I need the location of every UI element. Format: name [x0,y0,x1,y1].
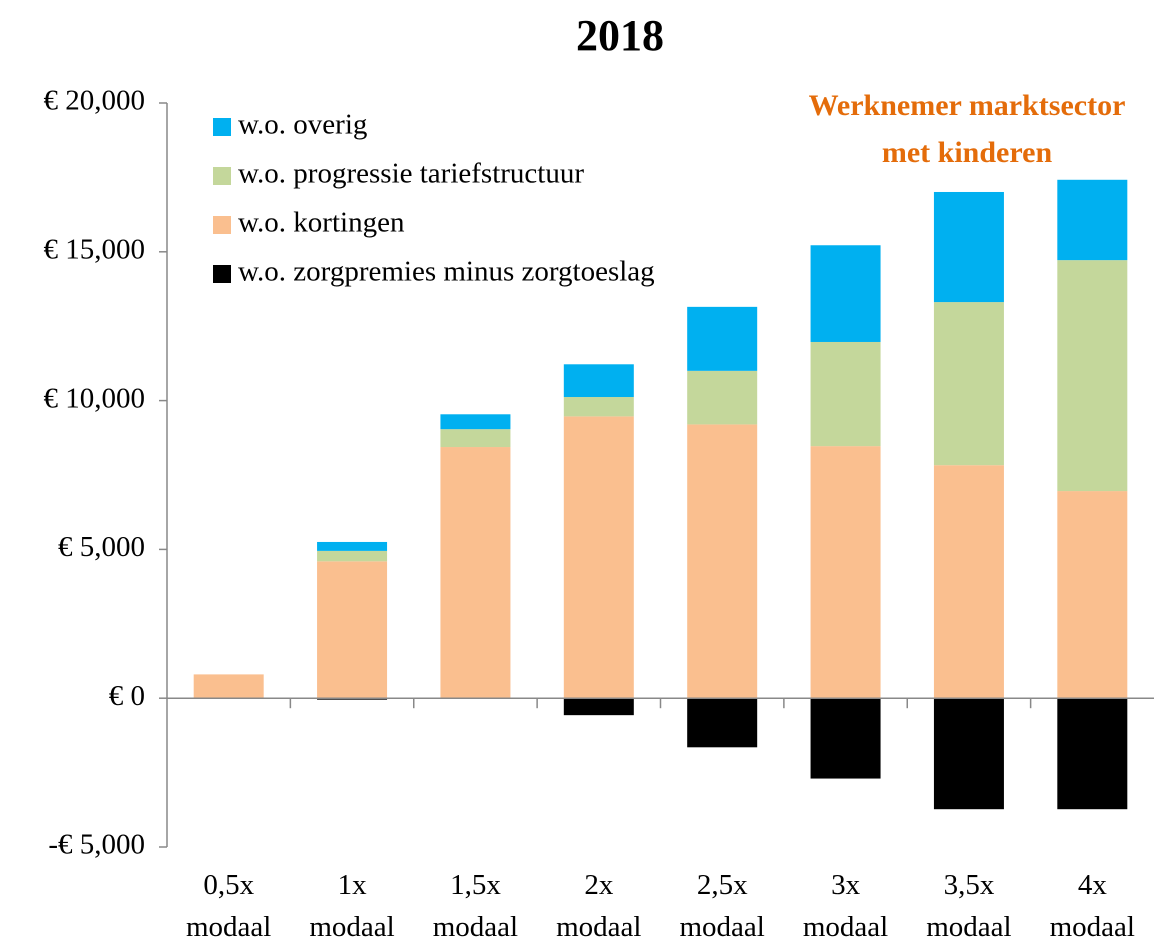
x-tick-label: 4x modaal [1050,869,1135,943]
x-tick-label-line: 3,5x [944,869,995,901]
chart-title: 2018 [576,11,664,60]
bar-segment [687,698,758,748]
bar-segment [317,561,388,699]
x-tick-label-line: modaal [803,911,888,943]
bar-segment [687,370,758,425]
bar-segment [1057,698,1128,810]
annotation: Werknemer marktsector [809,89,1126,122]
bar-segment [193,674,264,699]
legend-label: w.o. kortingen [238,207,405,239]
legend-label: w.o. zorgpremies minus zorgtoeslag [238,256,655,288]
bar-segment [317,541,388,551]
y-tick-label: -€ 5,000 [48,829,145,861]
x-tick-label-line: 0,5x [203,869,254,901]
bar-segment [933,302,1004,466]
x-tick-label-line: 1x [338,869,368,901]
legend-swatch [213,216,231,234]
bar-segment [810,446,881,699]
bar-segment [563,364,634,398]
legend-swatch [213,265,231,283]
bar-segment [810,341,881,447]
x-tick-label: 3x modaal [803,869,888,943]
bar-segment [563,698,634,716]
bar-segment [810,245,881,342]
x-tick-label-line: 3x [831,869,861,901]
bar-segment [687,306,758,371]
legend-label: w.o. progressie tariefstructuur [238,158,584,190]
y-tick-label: € 15,000 [44,233,146,265]
bar-segment [933,465,1004,699]
bar-segment [563,416,634,699]
bar-segment [1057,179,1128,261]
bar-segment [440,414,511,430]
y-tick-label: € 5,000 [58,531,145,563]
bar-segment [440,447,511,699]
x-tick-label-line: modaal [186,911,271,943]
y-tick-label: € 0 [109,680,145,712]
legend-swatch [213,167,231,185]
x-tick-label-line: 2,5x [697,869,748,901]
legend-label: w.o. overig [238,109,367,141]
legend-swatch [213,118,231,136]
x-tick-label-line: modaal [556,911,641,943]
x-tick-label-line: modaal [926,911,1011,943]
x-tick-label: 1x modaal [309,869,394,943]
x-tick-label: 2x modaal [556,869,641,943]
bar-segment [440,429,511,448]
x-tick-label: 0,5x modaal [186,869,271,943]
x-tick-label-line: modaal [309,911,394,943]
bar-segment [1057,491,1128,699]
y-tick-label: € 10,000 [44,382,146,414]
x-tick-label-line: modaal [1050,911,1135,943]
x-tick-label: 2,5x modaal [680,869,765,943]
bar-segment [933,191,1004,303]
x-tick-label-line: 4x [1078,869,1108,901]
bar-segment [933,698,1004,810]
x-tick-label-line: 2x [584,869,614,901]
x-tick-label: 1,5x modaal [433,869,518,943]
x-tick-label-line: modaal [680,911,765,943]
bar-segment [1057,260,1128,492]
bar-segment [563,397,634,417]
bar-segment [810,698,881,779]
y-tick-label: € 20,000 [44,85,146,117]
bar-segment [687,424,758,699]
x-tick-label-line: modaal [433,911,518,943]
bar-segment [317,550,388,562]
x-tick-label: 3,5x modaal [926,869,1011,943]
annotation: met kinderen [882,136,1053,169]
x-tick-label-line: 1,5x [450,869,501,901]
